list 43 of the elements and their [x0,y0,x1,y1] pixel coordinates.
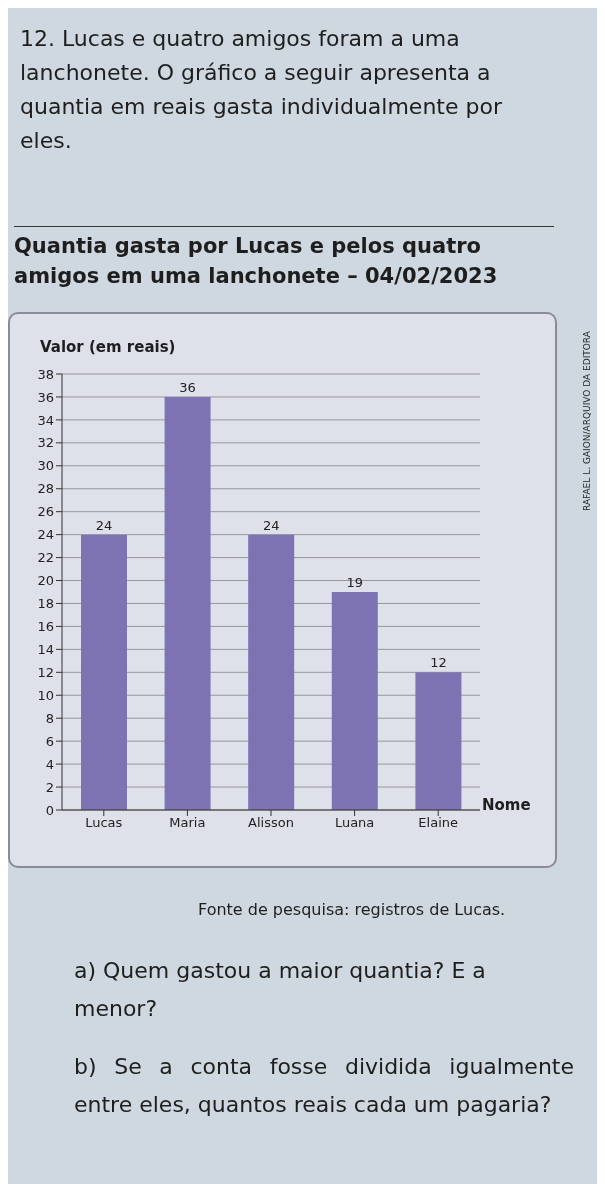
y-tick-label: 32 [37,435,54,451]
data-label: 24 [95,517,113,533]
y-tick-label: 2 [45,779,54,795]
data-label: 19 [346,575,364,590]
x-axis-title: Nome [482,796,531,814]
y-tick-label: 24 [37,527,54,543]
y-tick-label: 38 [37,366,54,382]
bar [164,396,211,810]
text: RAFAEL L. GAION/ARQUIVO DA EDITORA [582,330,592,513]
source-note: Fonte de pesquisa: registros de Lucas. [198,900,506,919]
x-tick-label: Luana [334,815,375,831]
y-tick-label: 14 [37,641,54,657]
bar [248,534,295,810]
x-tick-label: Elaine [418,815,459,831]
data-label: 24 [262,517,280,533]
y-tick-label: 10 [37,687,54,703]
x-tick-label: Lucas [85,815,123,831]
y-axis-title: Valor (em reais) [40,338,176,356]
chart-title: Quantia gasta por Lucas e pelos quatro amigos em uma lanchonete – 04/02/2023 [14,226,554,291]
bar [331,592,378,810]
y-tick-label: 22 [37,550,54,566]
text: b) Se a conta fosse dividida igualmente entre eles, quantos reais cada um pagaria? [74,1053,574,1119]
y-tick-label: 34 [37,412,54,428]
x-tick-label: Alisson [248,815,294,831]
y-tick-label: 16 [37,619,54,635]
y-tick-label: 36 [37,389,54,405]
y-tick-label: 0 [45,802,54,818]
y-tick-label: 12 [37,664,54,680]
y-tick-label: 28 [37,481,54,497]
bar [415,672,462,810]
y-tick-label: 18 [37,596,54,612]
x-tick-label: Maria [169,815,206,831]
data-label: 12 [430,655,447,671]
y-tick-label: 20 [37,573,54,589]
bar [81,534,127,810]
y-tick-label: 4 [45,756,54,772]
data-label: 36 [179,379,196,395]
y-tick-label: 26 [37,504,54,520]
y-tick-label: 30 [37,458,54,474]
text: 12. Lucas e quatro amigos foram a uma lanchonete. O gráfico a seguir apresenta a quantia em reais gasta individualmente por eles. [20,25,503,155]
y-tick-label: 6 [45,733,54,749]
y-tick-label: 8 [45,710,54,726]
text: a) Quem gastou a maior quantia? E a menor? [74,957,487,1023]
